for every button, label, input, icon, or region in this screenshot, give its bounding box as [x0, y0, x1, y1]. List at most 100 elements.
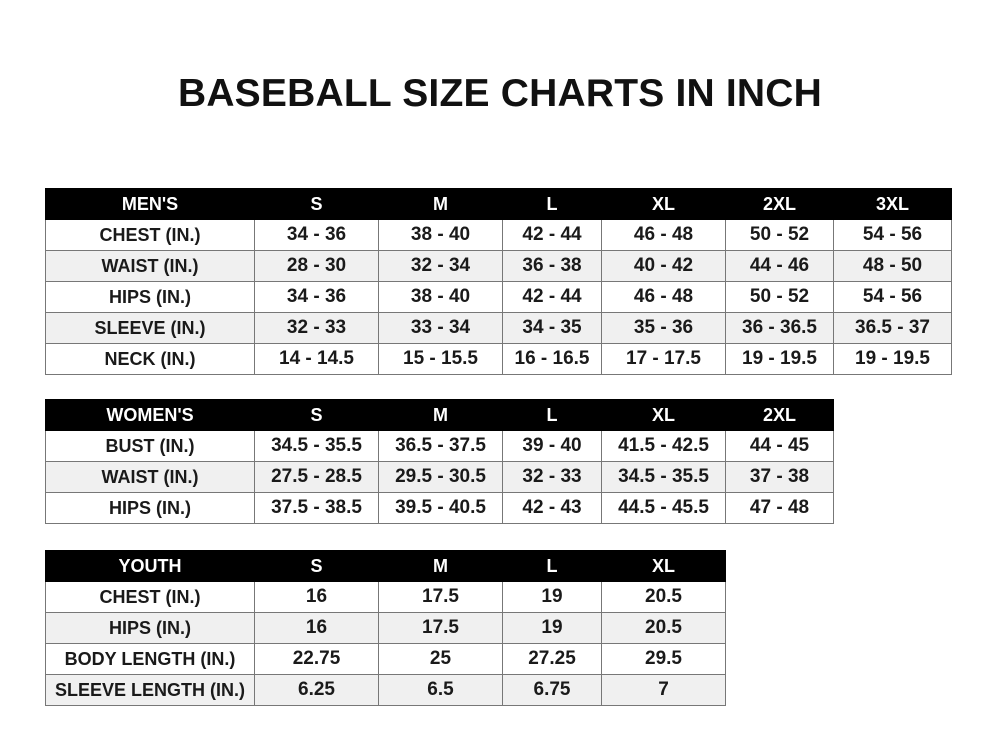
size-column-header: 2XL	[725, 399, 834, 431]
size-value: 19	[502, 581, 602, 613]
table-row: CHEST (IN.) 16 17.5 19 20.5	[45, 581, 726, 613]
size-value: 17 - 17.5	[601, 343, 726, 375]
size-value: 27.25	[502, 643, 602, 675]
measurement-label: WAIST (IN.)	[45, 250, 255, 282]
size-column-header: S	[254, 188, 379, 220]
table-row: HIPS (IN.) 37.5 - 38.5 39.5 - 40.5 42 - 43 4…	[45, 492, 834, 524]
size-value: 20.5	[601, 612, 726, 644]
size-value: 39 - 40	[502, 430, 602, 462]
measurement-label: HIPS (IN.)	[45, 492, 255, 524]
size-column-header: M	[378, 550, 503, 582]
size-value: 17.5	[378, 612, 503, 644]
size-value: 46 - 48	[601, 281, 726, 313]
size-value: 14 - 14.5	[254, 343, 379, 375]
table-row: BODY LENGTH (IN.) 22.75 25 27.25 29.5	[45, 643, 726, 675]
size-column-header: 2XL	[725, 188, 834, 220]
size-value: 44 - 46	[725, 250, 834, 282]
size-value: 27.5 - 28.5	[254, 461, 379, 493]
table-row: WAIST (IN.) 27.5 - 28.5 29.5 - 30.5 32 - 33…	[45, 461, 834, 493]
measurement-label: HIPS (IN.)	[45, 612, 255, 644]
size-value: 17.5	[378, 581, 503, 613]
size-value: 36 - 38	[502, 250, 602, 282]
measurement-label: SLEEVE (IN.)	[45, 312, 255, 344]
size-value: 34 - 36	[254, 219, 379, 251]
page-title: BASEBALL SIZE CHARTS IN INCH	[177, 72, 823, 115]
table-row: HIPS (IN.) 34 - 36 38 - 40 42 - 44 46 - 48 50…	[45, 281, 952, 313]
table-row: BUST (IN.) 34.5 - 35.5 36.5 - 37.5 39 - 40 4…	[45, 430, 834, 462]
size-value: 42 - 44	[502, 281, 602, 313]
size-value: 6.75	[502, 674, 602, 706]
size-value: 19 - 19.5	[725, 343, 834, 375]
measurement-label: NECK (IN.)	[45, 343, 255, 375]
size-value: 19	[502, 612, 602, 644]
table-row: SLEEVE LENGTH (IN.) 6.25 6.5 6.75 7	[45, 674, 726, 706]
size-value: 7	[601, 674, 726, 706]
measurement-label: BUST (IN.)	[45, 430, 255, 462]
size-value: 42 - 43	[502, 492, 602, 524]
table-row: CHEST (IN.) 34 - 36 38 - 40 42 - 44 46 - 48 5…	[45, 219, 952, 251]
measurement-label: HIPS (IN.)	[45, 281, 255, 313]
size-value: 22.75	[254, 643, 379, 675]
table-row: WAIST (IN.) 28 - 30 32 - 34 36 - 38 40 - 42 4…	[45, 250, 952, 282]
size-value: 37.5 - 38.5	[254, 492, 379, 524]
size-value: 41.5 - 42.5	[601, 430, 726, 462]
size-value: 6.5	[378, 674, 503, 706]
youth-size-table: YOUTH S M L XL CHEST (IN.) 16 17.5 19 20.5 HIPS (I…	[45, 550, 726, 706]
mens-size-table: MEN'S S M L XL 2XL 3XL CHEST (IN.) 34 - 36 38 - 4…	[45, 188, 952, 375]
size-column-header: L	[502, 188, 602, 220]
size-value: 6.25	[254, 674, 379, 706]
size-column-header: XL	[601, 188, 726, 220]
size-value: 25	[378, 643, 503, 675]
size-value: 47 - 48	[725, 492, 834, 524]
size-value: 50 - 52	[725, 281, 834, 313]
size-value: 34.5 - 35.5	[601, 461, 726, 493]
size-column-header: 3XL	[833, 188, 952, 220]
size-value: 44 - 45	[725, 430, 834, 462]
measurement-label: CHEST (IN.)	[45, 219, 255, 251]
size-value: 19 - 19.5	[833, 343, 952, 375]
table-row: NECK (IN.) 14 - 14.5 15 - 15.5 16 - 16.5 17 …	[45, 343, 952, 375]
size-value: 20.5	[601, 581, 726, 613]
size-value: 33 - 34	[378, 312, 503, 344]
size-column-header: M	[378, 399, 503, 431]
measurement-label: BODY LENGTH (IN.)	[45, 643, 255, 675]
size-value: 35 - 36	[601, 312, 726, 344]
size-column-header: XL	[601, 399, 726, 431]
size-value: 36.5 - 37	[833, 312, 952, 344]
size-value: 36.5 - 37.5	[378, 430, 503, 462]
size-column-header: S	[254, 399, 379, 431]
header-row: WOMEN'S S M L XL 2XL	[45, 399, 834, 431]
size-value: 16	[254, 581, 379, 613]
size-value: 54 - 56	[833, 219, 952, 251]
size-value: 32 - 33	[254, 312, 379, 344]
size-value: 36 - 36.5	[725, 312, 834, 344]
womens-size-table: WOMEN'S S M L XL 2XL BUST (IN.) 34.5 - 35.5 36.5…	[45, 399, 834, 524]
table-category-header: MEN'S	[45, 188, 255, 220]
size-value: 39.5 - 40.5	[378, 492, 503, 524]
size-value: 37 - 38	[725, 461, 834, 493]
size-column-header: XL	[601, 550, 726, 582]
size-value: 50 - 52	[725, 219, 834, 251]
size-value: 34 - 35	[502, 312, 602, 344]
size-value: 54 - 56	[833, 281, 952, 313]
size-value: 44.5 - 45.5	[601, 492, 726, 524]
size-value: 28 - 30	[254, 250, 379, 282]
measurement-label: WAIST (IN.)	[45, 461, 255, 493]
size-value: 46 - 48	[601, 219, 726, 251]
measurement-label: SLEEVE LENGTH (IN.)	[45, 674, 255, 706]
size-column-header: L	[502, 550, 602, 582]
size-value: 38 - 40	[378, 219, 503, 251]
header-row: MEN'S S M L XL 2XL 3XL	[45, 188, 952, 220]
size-value: 29.5 - 30.5	[378, 461, 503, 493]
size-value: 32 - 34	[378, 250, 503, 282]
size-value: 16 - 16.5	[502, 343, 602, 375]
table-category-header: WOMEN'S	[45, 399, 255, 431]
size-value: 40 - 42	[601, 250, 726, 282]
size-column-header: M	[378, 188, 503, 220]
size-column-header: S	[254, 550, 379, 582]
size-value: 16	[254, 612, 379, 644]
size-value: 34.5 - 35.5	[254, 430, 379, 462]
header-row: YOUTH S M L XL	[45, 550, 726, 582]
size-value: 48 - 50	[833, 250, 952, 282]
size-column-header: L	[502, 399, 602, 431]
